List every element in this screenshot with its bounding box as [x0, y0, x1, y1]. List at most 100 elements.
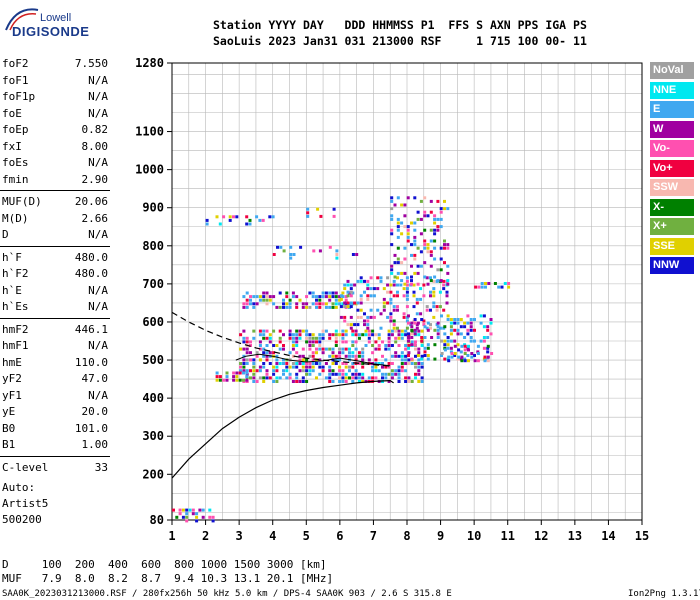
echo-pixel: [467, 359, 470, 363]
echo-pixel: [308, 340, 312, 344]
echo-pixel: [453, 321, 457, 325]
echo-pixel: [331, 362, 335, 365]
echo-pixel: [232, 375, 236, 379]
echo-pixel: [439, 210, 443, 214]
echo-pixel: [403, 225, 407, 229]
param-value: N/A: [88, 73, 108, 87]
y-tick-label: 1280: [135, 56, 164, 70]
echo-pixel: [446, 279, 450, 283]
echo-pixel: [446, 314, 450, 318]
echo-pixel: [420, 380, 424, 383]
echo-pixel: [423, 196, 427, 200]
echo-pixel: [463, 359, 467, 363]
echo-pixel: [268, 295, 272, 299]
echo-pixel: [275, 354, 279, 358]
echo-pixel: [366, 297, 370, 301]
echo-pixel: [433, 246, 437, 250]
echo-pixel: [311, 302, 315, 306]
echo-pixel: [258, 329, 262, 333]
echo-pixel: [473, 359, 477, 363]
echo-pixel: [338, 351, 342, 355]
param-row: B0 101.0: [2, 421, 108, 437]
echo-pixel: [361, 358, 365, 362]
echo-pixel: [500, 285, 504, 289]
echo-pixel: [272, 365, 276, 369]
echo-pixel: [344, 362, 348, 365]
echo-pixel: [262, 333, 266, 337]
echo-pixel: [413, 221, 417, 225]
echo-pixel: [374, 369, 378, 373]
echo-pixel: [436, 228, 440, 232]
echo-pixel: [363, 290, 366, 294]
echo-pixel: [400, 369, 404, 373]
echo-pixel: [417, 347, 421, 351]
echo-pixel: [298, 333, 302, 337]
param-name: hmF1: [2, 339, 29, 352]
echo-pixel: [367, 336, 371, 340]
echo-pixel: [405, 290, 409, 294]
echo-pixel: [328, 305, 332, 309]
echo-pixel: [295, 351, 299, 355]
echo-pixel: [456, 321, 460, 325]
echo-pixel: [384, 344, 388, 347]
echo-pixel: [341, 329, 345, 333]
echo-pixel: [390, 362, 394, 365]
echo-pixel: [390, 217, 394, 221]
echo-pixel: [258, 365, 262, 369]
echo-pixel: [201, 515, 205, 519]
echo-pixel: [242, 378, 245, 382]
echo-pixel: [473, 339, 476, 343]
echo-pixel: [349, 326, 353, 330]
echo-pixel: [417, 380, 421, 383]
echo-pixel: [319, 214, 323, 218]
echo-pixel: [369, 308, 373, 312]
echo-pixel: [476, 344, 480, 348]
auto-scaling-info: Auto: Artist5 500200: [2, 480, 48, 528]
echo-pixel: [406, 235, 410, 239]
echo-pixel: [436, 268, 440, 272]
echo-pixel: [235, 371, 239, 375]
echo-pixel: [387, 347, 391, 351]
echo-pixel: [386, 276, 390, 280]
echo-pixel: [306, 211, 310, 215]
echo-pixel: [396, 290, 399, 294]
echo-pixel: [400, 333, 404, 337]
echo-pixel: [387, 340, 391, 344]
echo-pixel: [338, 358, 342, 362]
echo-pixel: [298, 298, 302, 302]
echo-pixel: [312, 249, 316, 253]
param-value: 47.0: [81, 372, 109, 385]
echo-pixel: [245, 371, 249, 375]
echo-pixel: [404, 362, 408, 365]
echo-pixel: [262, 376, 266, 380]
echo-pixel: [392, 283, 396, 287]
echo-pixel: [353, 283, 357, 287]
echo-pixel: [285, 365, 289, 369]
echo-pixel: [410, 328, 414, 332]
echo-pixel: [397, 376, 401, 380]
echo-pixel: [400, 336, 404, 340]
echo-pixel: [420, 318, 424, 321]
echo-pixel: [456, 343, 460, 347]
echo-pixel: [416, 217, 420, 221]
echo-pixel: [413, 271, 417, 275]
echo-pixel: [406, 225, 410, 229]
echo-pixel: [442, 287, 446, 291]
echo-pixel: [423, 275, 427, 279]
echo-pixel: [315, 302, 318, 306]
echo-pixel: [406, 239, 410, 243]
echo-pixel: [351, 372, 355, 376]
echo-pixel: [390, 264, 394, 268]
echo-pixel: [245, 358, 249, 362]
echo-pixel: [433, 257, 437, 261]
param-row: foEs N/A: [2, 155, 108, 171]
echo-pixel: [396, 196, 400, 200]
echo-pixel: [318, 305, 322, 309]
echo-pixel: [298, 369, 302, 373]
param-name: foF1: [2, 73, 29, 87]
echo-pixel: [291, 380, 295, 383]
echo-pixel: [205, 222, 209, 226]
echo-pixel: [489, 318, 493, 321]
echo-pixel: [357, 336, 361, 340]
echo-pixel: [446, 282, 450, 286]
